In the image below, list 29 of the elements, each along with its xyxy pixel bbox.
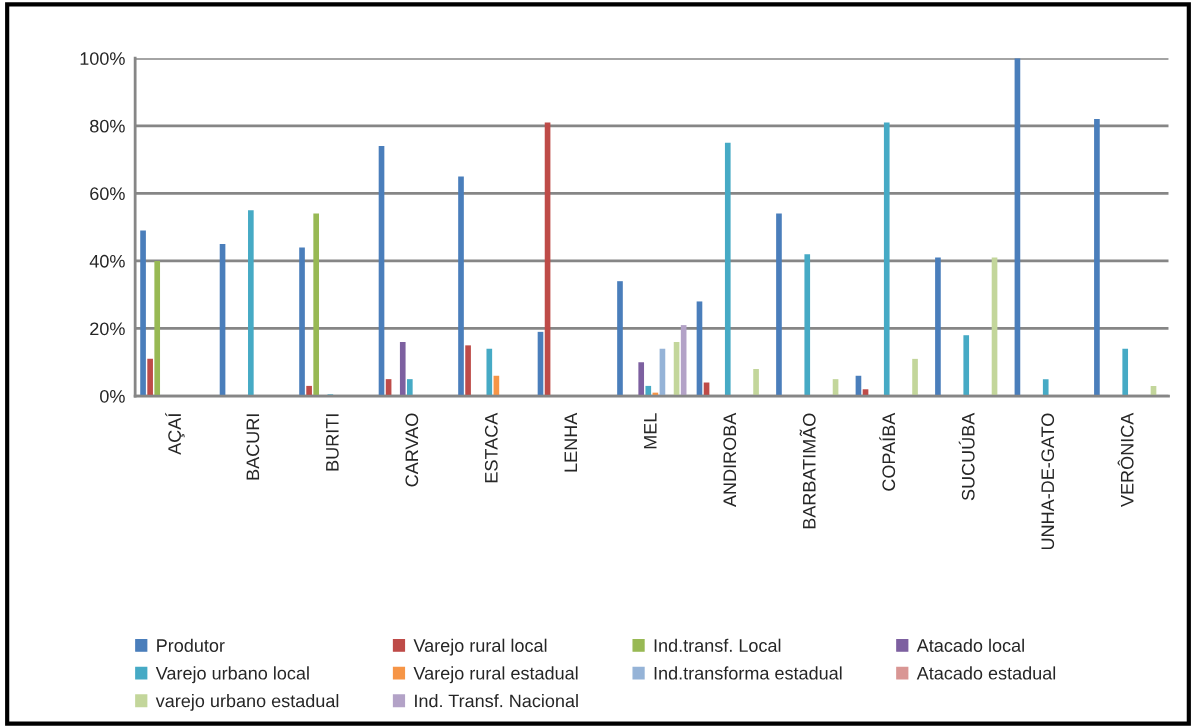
legend-label: Ind.transf. Local <box>654 638 781 652</box>
x-tick-label: COPAÍBA <box>879 412 896 491</box>
y-tick-label: 80% <box>90 119 125 133</box>
legend-label: Atacado local <box>916 638 1024 652</box>
x-tick-label: AÇAÍ <box>165 412 185 455</box>
legend-label: Varejo urbano local <box>155 666 309 684</box>
x-tick-label: BARBATIMÃO <box>799 413 816 529</box>
legend-label: Varejo rural local <box>413 638 547 656</box>
y-tick-label: 20% <box>90 322 125 336</box>
x-tick-label: CARVAO <box>405 413 419 487</box>
legend-label: Ind. Transf. Nacional <box>415 694 578 708</box>
x-tick-label: BACURI <box>246 414 260 480</box>
legend-label: Varejo rural estadual <box>413 666 578 684</box>
legend-label: Produtor <box>157 638 225 652</box>
x-tick-label: UNHA-DE-GATO <box>1041 413 1055 550</box>
legend-label: Atacado estadual <box>916 666 1056 680</box>
x-tick-label: ANDIROBA <box>723 412 737 507</box>
x-tick-label: ESTACA <box>484 412 498 483</box>
x-tick-label: SUCUÚBA <box>958 412 975 501</box>
x-tick-label: MEL <box>644 413 657 449</box>
legend-label: Ind.transforma estadual <box>654 666 842 680</box>
x-tick-label: LENHA <box>564 412 577 472</box>
x-tick-label: VERÔNICA <box>1117 412 1134 507</box>
y-tick-label: 0% <box>100 389 125 403</box>
y-tick-label: 40% <box>89 254 125 268</box>
y-tick-label: 60% <box>90 187 125 201</box>
y-tick-label: 100% <box>80 52 125 65</box>
x-tick-label: BURITI <box>326 414 339 471</box>
legend-label: varejo urbano estadual <box>155 694 339 711</box>
